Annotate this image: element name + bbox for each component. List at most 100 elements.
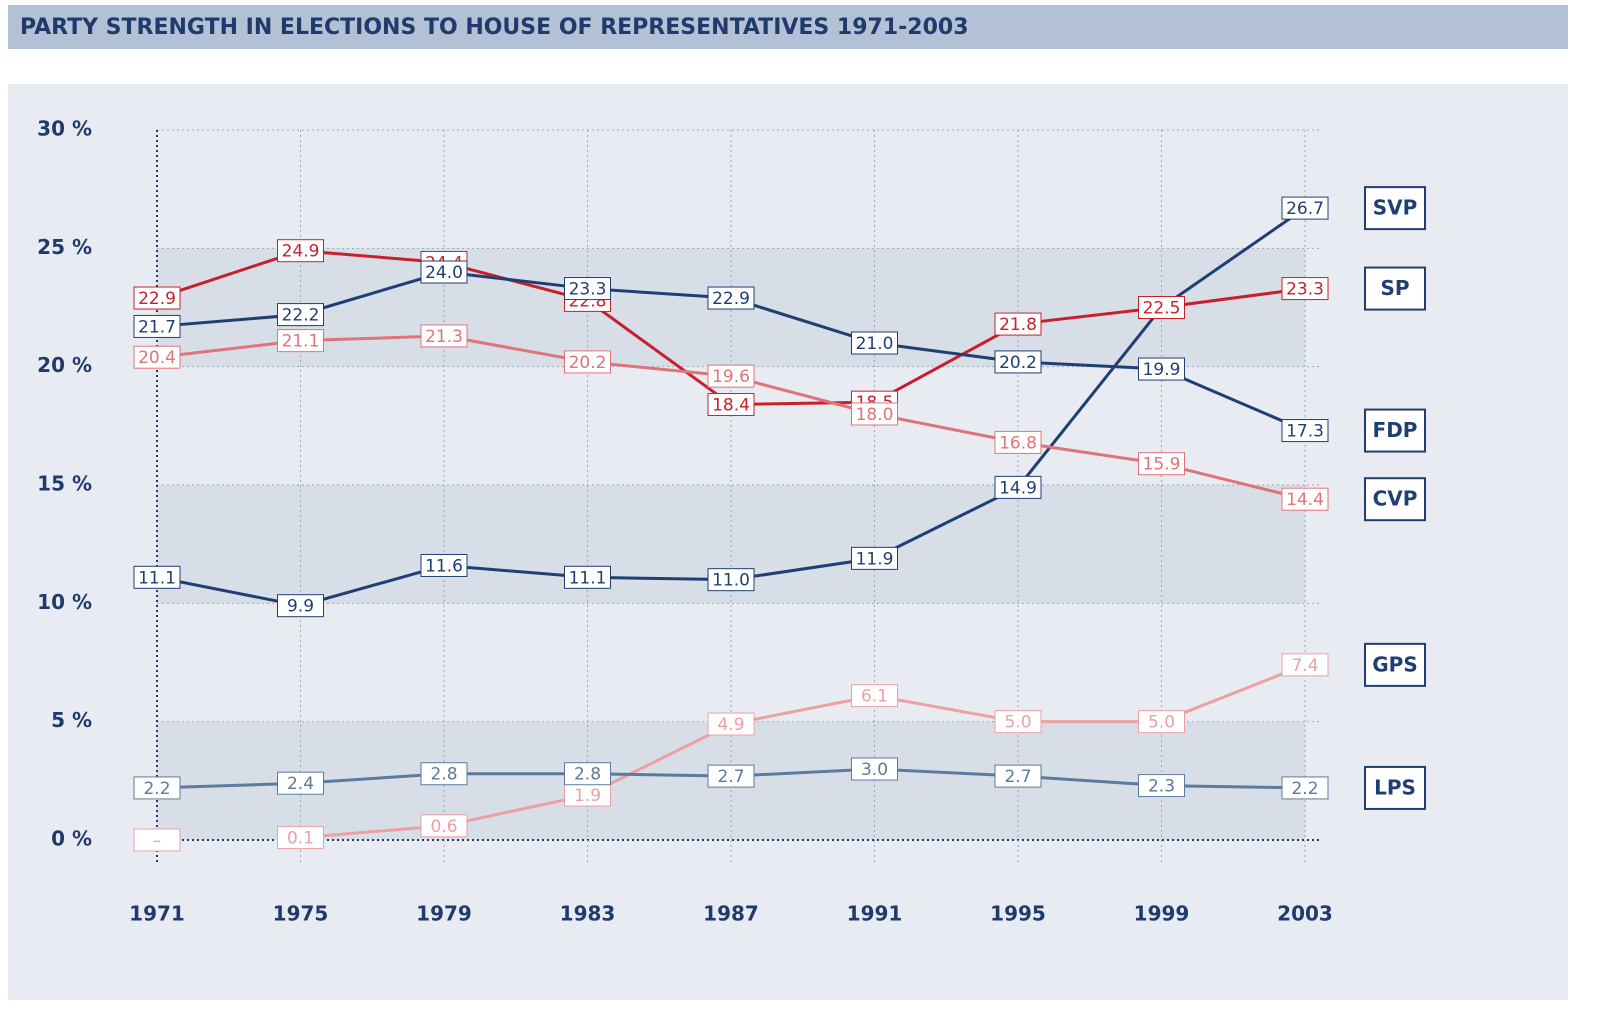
data-label-box <box>420 324 468 348</box>
data-label: 21.8 <box>999 315 1037 335</box>
data-label: 11.1 <box>138 568 176 588</box>
data-label-box <box>1138 452 1185 476</box>
data-label: 15.9 <box>1143 455 1181 475</box>
data-label: – <box>153 831 162 851</box>
data-label-box <box>1281 196 1329 220</box>
data-label-box <box>851 331 898 355</box>
data-label-box <box>707 364 755 388</box>
data-label: 2.8 <box>574 765 601 785</box>
data-label-box <box>1281 653 1329 677</box>
data-label: 3.0 <box>861 760 888 780</box>
y-tick-label: 5 % <box>51 708 92 732</box>
legend-box <box>1364 408 1426 453</box>
data-label: 20.2 <box>999 353 1037 373</box>
data-label: 20.2 <box>569 353 607 373</box>
data-label: 4.9 <box>717 715 744 735</box>
data-label: 19.9 <box>1143 360 1181 380</box>
data-label-box <box>1138 357 1185 381</box>
data-label: 20.4 <box>138 348 176 368</box>
data-label-box <box>707 393 755 417</box>
data-label: 2.2 <box>1291 779 1318 799</box>
data-label: 16.8 <box>999 433 1037 453</box>
y-tick-label: 15 % <box>37 472 92 496</box>
data-label-box <box>851 757 898 781</box>
chart-title: PARTY STRENGTH IN ELECTIONS TO HOUSE OF … <box>20 15 969 40</box>
y-tick-label: 25 % <box>37 235 92 259</box>
data-label-box <box>1138 710 1185 734</box>
data-label: 24.9 <box>282 242 320 262</box>
data-label-box <box>994 710 1042 734</box>
data-label: 0.6 <box>430 817 457 837</box>
data-label: 21.7 <box>138 317 176 337</box>
legend-box <box>1364 266 1426 311</box>
data-label: 19.6 <box>712 367 750 387</box>
data-label: 21.3 <box>425 327 463 347</box>
data-label-box <box>133 286 181 310</box>
data-label: 14.4 <box>1286 490 1324 510</box>
data-label-box <box>1138 774 1185 798</box>
data-label: 21.1 <box>282 332 320 352</box>
data-label: 11.0 <box>712 571 750 591</box>
data-label-box <box>564 762 611 786</box>
data-label-box <box>277 239 324 263</box>
data-label: 23.3 <box>1286 280 1324 300</box>
x-tick-label: 1987 <box>703 902 759 926</box>
y-tick-label: 20 % <box>37 353 92 377</box>
data-label-box <box>420 762 468 786</box>
legend-label: GPS <box>1372 652 1417 676</box>
data-label: 11.1 <box>569 568 607 588</box>
data-label-box <box>133 565 181 589</box>
legend-label: LPS <box>1374 775 1416 799</box>
data-label-box <box>851 684 898 708</box>
data-label: 11.6 <box>425 556 463 576</box>
data-label-box <box>133 345 181 369</box>
data-label-box <box>1281 487 1329 511</box>
x-tick-label: 1979 <box>416 902 472 926</box>
x-tick-label: 1975 <box>273 902 329 926</box>
legend-label: SP <box>1380 276 1409 300</box>
data-label-box <box>277 771 324 795</box>
data-label-box <box>707 568 755 592</box>
data-label-box <box>564 350 611 374</box>
data-label: 18.4 <box>712 396 750 416</box>
legend-box <box>1364 186 1426 231</box>
data-label-box <box>133 314 181 338</box>
y-tick-label: 30 % <box>37 117 92 141</box>
data-label-box <box>420 814 468 838</box>
data-label-box <box>994 475 1042 499</box>
data-label: 2.8 <box>430 765 457 785</box>
x-tick-label: 1971 <box>129 902 185 926</box>
header-bar <box>8 5 1568 49</box>
legend-box <box>1364 765 1426 810</box>
x-tick-label: 1991 <box>847 902 903 926</box>
data-label-box <box>994 430 1042 454</box>
data-label-box <box>277 303 324 327</box>
data-label: 7.4 <box>1291 656 1318 676</box>
data-label: 6.1 <box>861 687 888 707</box>
data-label: 21.0 <box>856 334 894 354</box>
data-label-box <box>994 764 1042 788</box>
data-label: 22.9 <box>138 289 176 309</box>
data-label: 2.7 <box>717 767 744 787</box>
data-label: 14.9 <box>999 478 1037 498</box>
data-label-box <box>707 764 755 788</box>
x-tick-label: 2003 <box>1277 902 1333 926</box>
data-label: 17.3 <box>1286 422 1324 442</box>
series-line <box>300 663 1306 840</box>
data-label-box <box>851 402 898 426</box>
data-label-box <box>564 277 611 301</box>
data-label: 22.5 <box>1143 299 1181 319</box>
data-label: 2.3 <box>1148 777 1175 797</box>
data-label: 5.0 <box>1148 713 1175 733</box>
data-label-box <box>1281 419 1329 443</box>
data-label: 18.0 <box>856 405 894 425</box>
data-label-box <box>564 565 611 589</box>
y-tick-label: 10 % <box>37 590 92 614</box>
data-label: 0.1 <box>287 829 314 849</box>
data-label-box <box>277 594 324 618</box>
data-label: 2.7 <box>1004 767 1031 787</box>
data-label: 5.0 <box>1004 713 1031 733</box>
data-label: 1.9 <box>574 786 601 806</box>
